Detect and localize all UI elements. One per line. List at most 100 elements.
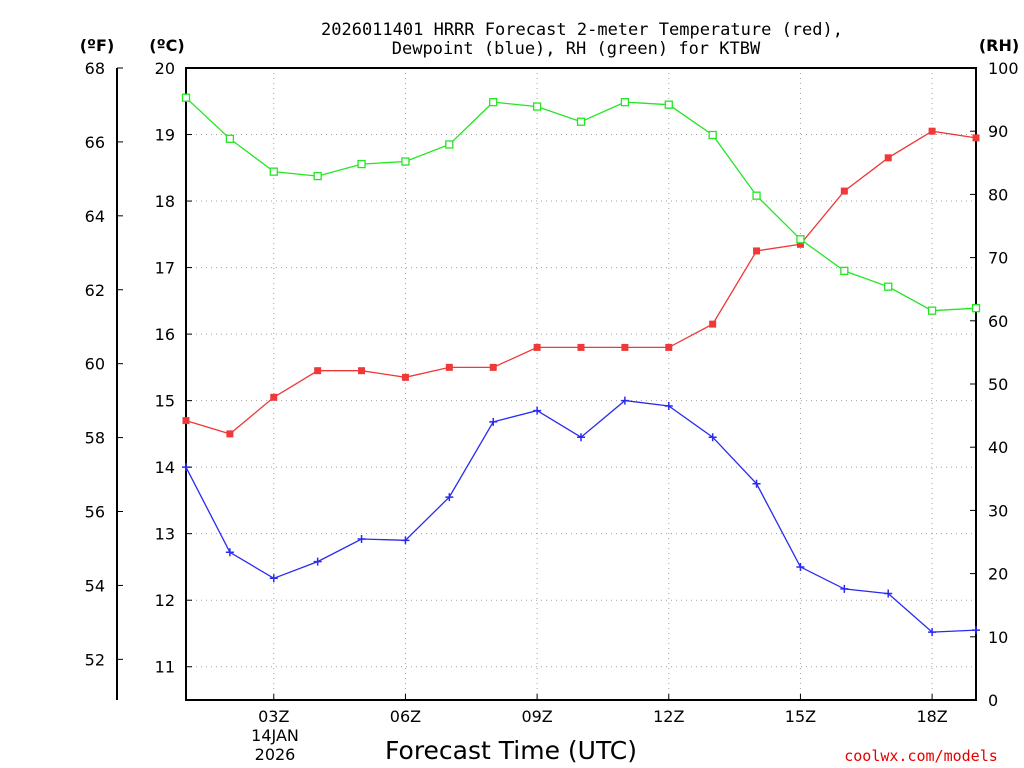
rh-point — [971, 304, 981, 313]
dewpoint-point — [225, 548, 234, 557]
rh-point — [225, 134, 235, 143]
x-tick-label: 03Z — [258, 707, 289, 726]
rh-point — [708, 130, 717, 140]
temperature-point — [972, 134, 980, 142]
rh-point — [313, 171, 322, 181]
fahrenheit-tick-label: 60 — [85, 355, 105, 374]
rh-unit-label: (RH) — [979, 36, 1019, 55]
dewpoint-point — [401, 536, 410, 545]
x-tick-label: 06Z — [390, 707, 421, 726]
fahrenheit-tick-label: 68 — [85, 59, 105, 78]
temperature-series — [182, 127, 980, 438]
fahrenheit-tick-label: 56 — [85, 503, 105, 522]
rh-point — [927, 306, 937, 315]
celsius-tick-label: 19 — [155, 126, 175, 145]
temperature-point — [445, 363, 453, 371]
dewpoint-point — [533, 406, 542, 415]
rh-line — [185, 97, 977, 312]
rh-series — [181, 93, 981, 315]
rh-point — [269, 167, 278, 176]
temperature-point — [709, 320, 717, 328]
fahrenheit-tick-label: 52 — [85, 650, 105, 669]
dewpoint-point — [445, 493, 454, 502]
rh-point — [664, 100, 673, 109]
temperature-point — [401, 373, 409, 381]
date-label-line-2: 2026 — [255, 745, 296, 764]
dewpoint-point — [972, 626, 980, 635]
fahrenheit-tick-label: 66 — [85, 133, 105, 152]
temperature-point — [358, 367, 366, 375]
plot-frame — [185, 67, 977, 701]
rh-tick-label: 0 — [988, 691, 998, 710]
rh-point — [620, 97, 630, 107]
rh-point — [840, 266, 849, 276]
rh-point — [752, 191, 761, 200]
celsius-tick-label: 15 — [155, 392, 175, 411]
temperature-point — [182, 417, 190, 425]
rh-point — [357, 159, 366, 169]
rh-tick-label: 30 — [988, 501, 1008, 520]
temperature-line — [185, 130, 977, 435]
fahrenheit-tick-label: 58 — [85, 429, 105, 448]
celsius-tick-label: 17 — [155, 259, 175, 278]
date-label-line-1: 14JAN — [251, 726, 299, 745]
dewpoint-point — [313, 557, 322, 566]
rh-tick-label: 40 — [988, 438, 1008, 457]
rh-point — [489, 97, 498, 107]
fahrenheit-unit-label: (ºF) — [80, 36, 115, 55]
rh-tick-label: 60 — [988, 312, 1008, 331]
dewpoint-point — [884, 589, 893, 598]
rh-point — [181, 93, 191, 102]
temperature-point — [621, 343, 629, 351]
dewpoint-point — [577, 433, 585, 442]
rh-tick-label: 100 — [988, 59, 1019, 78]
dewpoint-point — [182, 463, 190, 472]
temperature-point — [533, 343, 541, 351]
celsius-tick-label: 11 — [155, 658, 175, 677]
fahrenheit-tick-label: 64 — [85, 207, 105, 226]
temperature-point — [314, 367, 322, 375]
temperature-point — [270, 393, 278, 401]
temperature-point — [796, 240, 804, 248]
rh-tick-label: 80 — [988, 185, 1008, 204]
rh-point — [576, 117, 586, 126]
dewpoint-point — [489, 417, 498, 426]
dewpoint-point — [752, 479, 761, 488]
temperature-point — [884, 154, 892, 162]
temperature-point — [840, 187, 848, 195]
temperature-point — [226, 430, 234, 438]
temperature-point — [928, 127, 936, 135]
dewpoint-point — [796, 562, 805, 571]
x-tick-label: 18Z — [916, 707, 947, 726]
chart-title-line-1: 2026011401 HRRR Forecast 2-meter Tempera… — [321, 20, 843, 40]
temperature-point — [577, 343, 585, 351]
fahrenheit-tick-label: 54 — [85, 576, 105, 595]
celsius-tick-label: 16 — [155, 325, 175, 344]
x-tick-label: 09Z — [521, 707, 552, 726]
fahrenheit-tick-label: 62 — [85, 281, 105, 300]
celsius-tick-label: 13 — [155, 525, 175, 544]
credit-link[interactable]: coolwx.com/models — [844, 747, 998, 765]
grid-layer — [186, 68, 976, 700]
rh-tick-label: 20 — [988, 565, 1008, 584]
rh-point — [884, 282, 893, 291]
rh-tick-label: 90 — [988, 122, 1008, 141]
series-layer — [181, 93, 981, 637]
rh-point — [532, 102, 542, 111]
dewpoint-point — [928, 628, 937, 637]
temperature-point — [753, 247, 761, 255]
x-tick-label: 15Z — [785, 707, 816, 726]
celsius-unit-label: (ºC) — [149, 36, 184, 55]
celsius-tick-label: 20 — [155, 59, 175, 78]
rh-tick-label: 50 — [988, 375, 1008, 394]
temperature-point — [665, 343, 673, 351]
x-axis-label: Forecast Time (UTC) — [385, 736, 637, 765]
x-tick-label: 12Z — [653, 707, 684, 726]
chart-title-line-2: Dewpoint (blue), RH (green) for KTBW — [392, 39, 761, 59]
dewpoint-point — [357, 535, 366, 544]
dewpoint-point — [840, 584, 849, 593]
temperature-point — [489, 363, 497, 371]
rh-tick-label: 70 — [988, 249, 1008, 268]
dewpoint-point — [620, 396, 629, 405]
